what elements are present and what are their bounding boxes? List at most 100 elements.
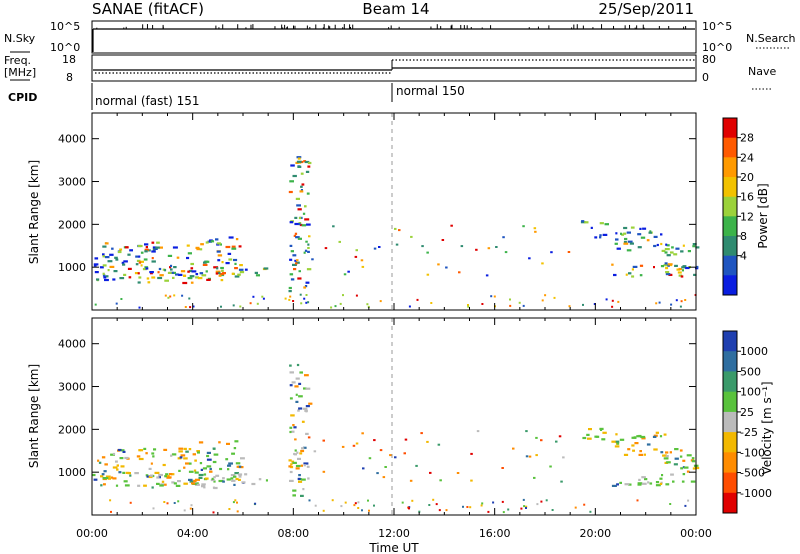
range-cell — [492, 501, 495, 504]
cpid-segment-2: normal 150 — [396, 84, 465, 98]
freq-trace — [93, 59, 695, 74]
range-cell — [624, 237, 628, 241]
range-cell — [525, 507, 527, 509]
range-cell — [305, 432, 309, 435]
range-cell — [692, 467, 697, 470]
range-cell — [110, 476, 114, 479]
range-cell — [302, 488, 305, 491]
range-cell — [599, 236, 602, 239]
range-cell — [627, 448, 631, 451]
range-cell — [112, 477, 117, 480]
range-cell — [450, 224, 453, 227]
range-cell — [596, 435, 600, 438]
range-cell — [252, 295, 255, 298]
range-cell — [213, 476, 216, 479]
range-cell — [322, 470, 326, 473]
range-cell — [299, 190, 304, 193]
range-cell — [634, 442, 639, 445]
range-cell — [225, 262, 230, 265]
range-cell — [233, 447, 237, 450]
range-cell — [93, 263, 99, 266]
colorbar-tick-label: 100 — [740, 386, 761, 399]
power-axes: 1000 2000 3000 4000 — [58, 113, 697, 310]
range-cell — [439, 479, 442, 482]
velocity-scatter — [92, 363, 700, 514]
x-tick-label: 04:00 — [177, 527, 209, 540]
range-cell — [502, 511, 505, 514]
range-cell — [300, 185, 303, 188]
range-cell — [470, 452, 473, 455]
range-cell — [611, 440, 616, 443]
range-cell — [332, 225, 335, 228]
range-cell — [134, 472, 139, 475]
range-cell — [235, 462, 241, 465]
range-cell — [594, 236, 598, 239]
range-cell — [213, 480, 216, 483]
range-cell — [213, 486, 218, 490]
range-cell — [234, 262, 237, 265]
range-cell — [297, 157, 301, 160]
range-cell — [158, 473, 163, 477]
range-cell — [300, 494, 304, 497]
range-cell — [152, 507, 155, 510]
range-cell — [674, 448, 679, 451]
range-cell — [594, 435, 598, 438]
range-cell — [673, 463, 678, 466]
range-cell — [308, 235, 311, 238]
range-cell — [297, 457, 301, 460]
range-cell — [304, 374, 309, 377]
range-cell — [467, 305, 470, 308]
range-cell — [117, 448, 122, 452]
range-cell — [289, 258, 293, 261]
range-cell — [234, 499, 237, 502]
range-cell — [382, 476, 386, 479]
range-cell — [341, 445, 345, 448]
range-cell — [154, 471, 160, 474]
range-cell — [189, 480, 194, 483]
range-cell — [615, 232, 618, 235]
x-axis-ticklabels: 00:00 04:00 08:00 12:00 16:00 20:00 00:00 — [76, 527, 712, 540]
range-cell — [123, 260, 128, 263]
range-cell — [241, 481, 246, 484]
range-cell — [682, 459, 686, 462]
range-cell — [653, 235, 658, 238]
range-cell — [404, 438, 408, 441]
range-cell — [146, 277, 150, 280]
range-cell — [188, 462, 192, 465]
range-cell — [98, 461, 102, 464]
range-cell — [102, 245, 107, 248]
range-cell — [684, 299, 687, 301]
range-cell — [665, 273, 671, 276]
range-cell — [119, 277, 125, 280]
range-cell — [304, 285, 308, 288]
range-cell — [236, 465, 239, 468]
range-cell — [288, 459, 292, 462]
range-cell — [120, 298, 123, 300]
range-cell — [187, 277, 193, 280]
colorbar-segment — [723, 331, 737, 352]
range-cell — [289, 364, 292, 367]
range-cell — [233, 475, 237, 478]
range-cell — [545, 499, 548, 502]
range-cell — [199, 272, 204, 275]
range-cell — [379, 449, 383, 452]
range-cell — [170, 454, 173, 457]
range-cell — [305, 281, 310, 284]
nsearch-label: N.Search — [746, 32, 796, 45]
range-cell — [441, 239, 445, 241]
range-cell — [234, 275, 240, 278]
range-cell — [355, 249, 358, 252]
range-cell — [295, 400, 299, 403]
range-cell — [101, 473, 105, 476]
range-cell — [172, 276, 175, 279]
range-cell — [93, 478, 98, 481]
range-cell — [649, 230, 652, 233]
range-cell — [140, 251, 144, 254]
range-cell — [509, 304, 512, 307]
range-cell — [601, 438, 606, 441]
range-cell — [156, 482, 160, 485]
range-cell — [244, 473, 248, 476]
range-cell — [674, 457, 679, 460]
colorbar-tick-label: 16 — [740, 191, 754, 204]
range-cell — [624, 483, 630, 486]
